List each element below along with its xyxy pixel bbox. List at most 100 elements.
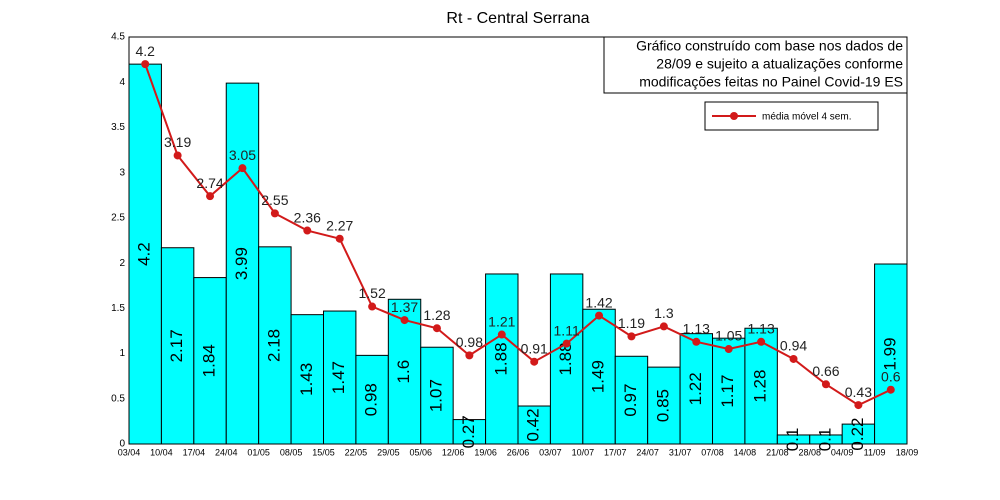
x-tick-label: 29/05	[377, 447, 400, 457]
annotation-box	[603, 36, 908, 94]
bar	[485, 273, 519, 445]
line-marker	[173, 151, 182, 160]
line-marker	[303, 226, 312, 235]
chart-title: Rt - Central Serrana	[446, 10, 589, 27]
line-marker	[400, 316, 409, 325]
legend-marker	[730, 112, 738, 120]
bar-value-label: 0.1	[783, 428, 802, 452]
bar	[290, 314, 325, 445]
x-tick-label: 24/04	[215, 447, 238, 457]
bar	[258, 246, 292, 445]
x-tick-label: 03/07	[539, 447, 562, 457]
line-marker	[530, 357, 539, 366]
bar-value-label: 0.1	[815, 428, 834, 452]
line-marker	[659, 322, 668, 331]
x-tick-label: 26/06	[507, 447, 530, 457]
bar-value-label: 1.22	[686, 372, 705, 405]
line-marker	[595, 311, 604, 320]
bar	[355, 354, 389, 445]
y-tick-label: 2	[119, 258, 125, 269]
x-tick-label: 10/07	[572, 447, 595, 457]
x-tick-label: 07/08	[701, 447, 724, 457]
x-tick-label: 28/08	[798, 447, 821, 457]
line-value-label: 0.98	[456, 334, 483, 350]
bar-value-label: 0.97	[621, 384, 640, 417]
bar-value-label: 1.84	[200, 344, 219, 377]
line-marker	[141, 60, 150, 69]
bar-value-label: 1.07	[426, 379, 445, 412]
line-value-label: 1.13	[683, 321, 710, 337]
x-tick-label: 19/06	[474, 447, 497, 457]
y-tick-label: 1	[119, 348, 125, 359]
bar-value-label: 1.88	[491, 342, 510, 375]
line-marker	[627, 332, 636, 341]
line-value-label: 2.55	[261, 192, 288, 208]
line-marker	[692, 337, 701, 346]
line-value-label: 0.94	[780, 338, 807, 354]
bar-value-label: 2.17	[167, 329, 186, 362]
line-value-label: 2.27	[326, 217, 353, 233]
line-marker	[497, 330, 506, 339]
line-marker	[821, 380, 830, 389]
line-marker	[789, 354, 798, 363]
bar-value-label: 1.88	[556, 342, 575, 375]
bar-value-label: 1.99	[880, 337, 899, 370]
bar-value-label: 1.49	[589, 360, 608, 393]
plot-frame	[128, 36, 908, 445]
bar-value-label: 1.43	[297, 363, 316, 396]
bar-value-label: 1.6	[394, 360, 413, 384]
annotation-line: modificações feitas no Painel Covid-19 E…	[639, 74, 903, 90]
bar-value-label: 0.22	[848, 418, 867, 451]
bar-value-label: 0.27	[459, 415, 478, 448]
x-tick-label: 12/06	[442, 447, 465, 457]
line-series	[144, 63, 892, 407]
y-tick-label: 2.5	[111, 213, 125, 224]
x-tick-label: 08/05	[280, 447, 303, 457]
x-tick-label: 10/04	[150, 447, 173, 457]
bar	[323, 310, 357, 445]
y-tick-label: 0.5	[111, 393, 125, 404]
x-tick-label: 14/08	[734, 447, 757, 457]
annotation-line: Gráfico construído com base nos dados de	[636, 38, 903, 54]
bar	[874, 263, 908, 445]
x-tick-label: 15/05	[312, 447, 335, 457]
line-marker	[757, 337, 766, 346]
x-tick-label: 18/09	[896, 447, 919, 457]
y-tick-label: 4	[119, 77, 125, 88]
x-tick-label: 17/04	[183, 447, 206, 457]
line-value-label: 0.6	[881, 368, 901, 384]
bar	[582, 308, 616, 445]
bar	[614, 355, 649, 445]
annotation-line: 28/09 e sujeito a atualizações conforme	[656, 56, 903, 72]
x-tick-label: 01/05	[247, 447, 270, 457]
line-value-label: 1.05	[715, 328, 742, 344]
line-value-label: 1.3	[654, 305, 674, 321]
y-tick-label: 0	[119, 439, 125, 450]
line-value-label: 3.05	[229, 147, 256, 163]
x-tick-label: 04/09	[831, 447, 854, 457]
x-tick-label: 21/08	[766, 447, 789, 457]
bar-value-label: 4.2	[135, 242, 154, 266]
bar-value-label: 3.99	[232, 247, 251, 280]
line-value-label: 0.43	[845, 384, 872, 400]
bar-value-label: 2.18	[264, 329, 283, 362]
line-value-label: 1.52	[359, 285, 386, 301]
line-value-label: 1.13	[748, 321, 775, 337]
x-tick-label: 24/07	[636, 447, 659, 457]
y-tick-label: 1.5	[111, 303, 125, 314]
line-value-label: 1.37	[391, 299, 418, 315]
line-value-label: 1.19	[618, 315, 645, 331]
bar	[679, 333, 713, 445]
line-value-label: 1.11	[554, 322, 580, 338]
legend-label: média móvel 4 sem.	[762, 112, 851, 123]
line-value-label: 3.19	[164, 134, 191, 150]
bar-value-label: 1.17	[718, 375, 737, 408]
line-value-label: 2.74	[196, 175, 223, 191]
line-marker	[335, 234, 344, 243]
line-value-label: 4.2	[135, 43, 155, 59]
bar-value-label: 1.47	[329, 361, 348, 394]
line-marker	[432, 324, 441, 333]
line-value-label: 1.42	[585, 294, 612, 310]
line-value-label: 1.21	[488, 313, 515, 329]
bar	[647, 366, 681, 445]
